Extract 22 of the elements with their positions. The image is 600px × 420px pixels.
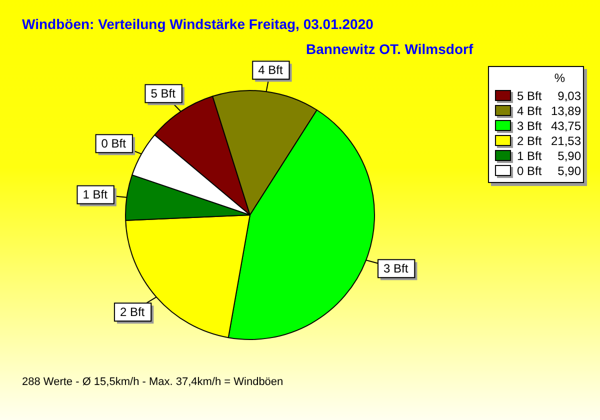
legend-label: 3 Bft [517, 118, 543, 132]
text: 288 Werte - Ø 15,5km/h - Max. 37,4km/h = Windböen [22, 376, 284, 388]
data-label: 5,90 [556, 164, 581, 178]
legend-label: 5 Bft [517, 88, 543, 102]
data-label: 9,03 [556, 88, 581, 102]
slice-label: 4 Bft [258, 63, 284, 78]
slice-label: 1 Bft [82, 188, 108, 202]
legend-label: 2 Bft [517, 134, 543, 148]
slice-label: 0 Bft [101, 136, 127, 150]
slice-label: 2 Bft [120, 304, 146, 319]
data-label: 21,53 [551, 134, 582, 148]
chart-title: Windböen: Verteilung Windstärke Freitag, 03.01.2020 [22, 16, 374, 32]
slice-label: 3 Bft [384, 261, 409, 276]
legend-label: 4 Bft [517, 104, 543, 118]
legend-title: % [553, 71, 566, 85]
legend-label: 1 Bft [517, 148, 543, 162]
legend-label: 0 Bft [517, 164, 543, 178]
data-label: 43,75 [551, 118, 582, 132]
data-label: 13,89 [551, 104, 582, 118]
slice-label: 5 Bft [150, 86, 176, 100]
data-label: 5,90 [556, 148, 581, 162]
chart-subtitle: Bannewitz OT. Wilmsdorf [306, 41, 474, 57]
